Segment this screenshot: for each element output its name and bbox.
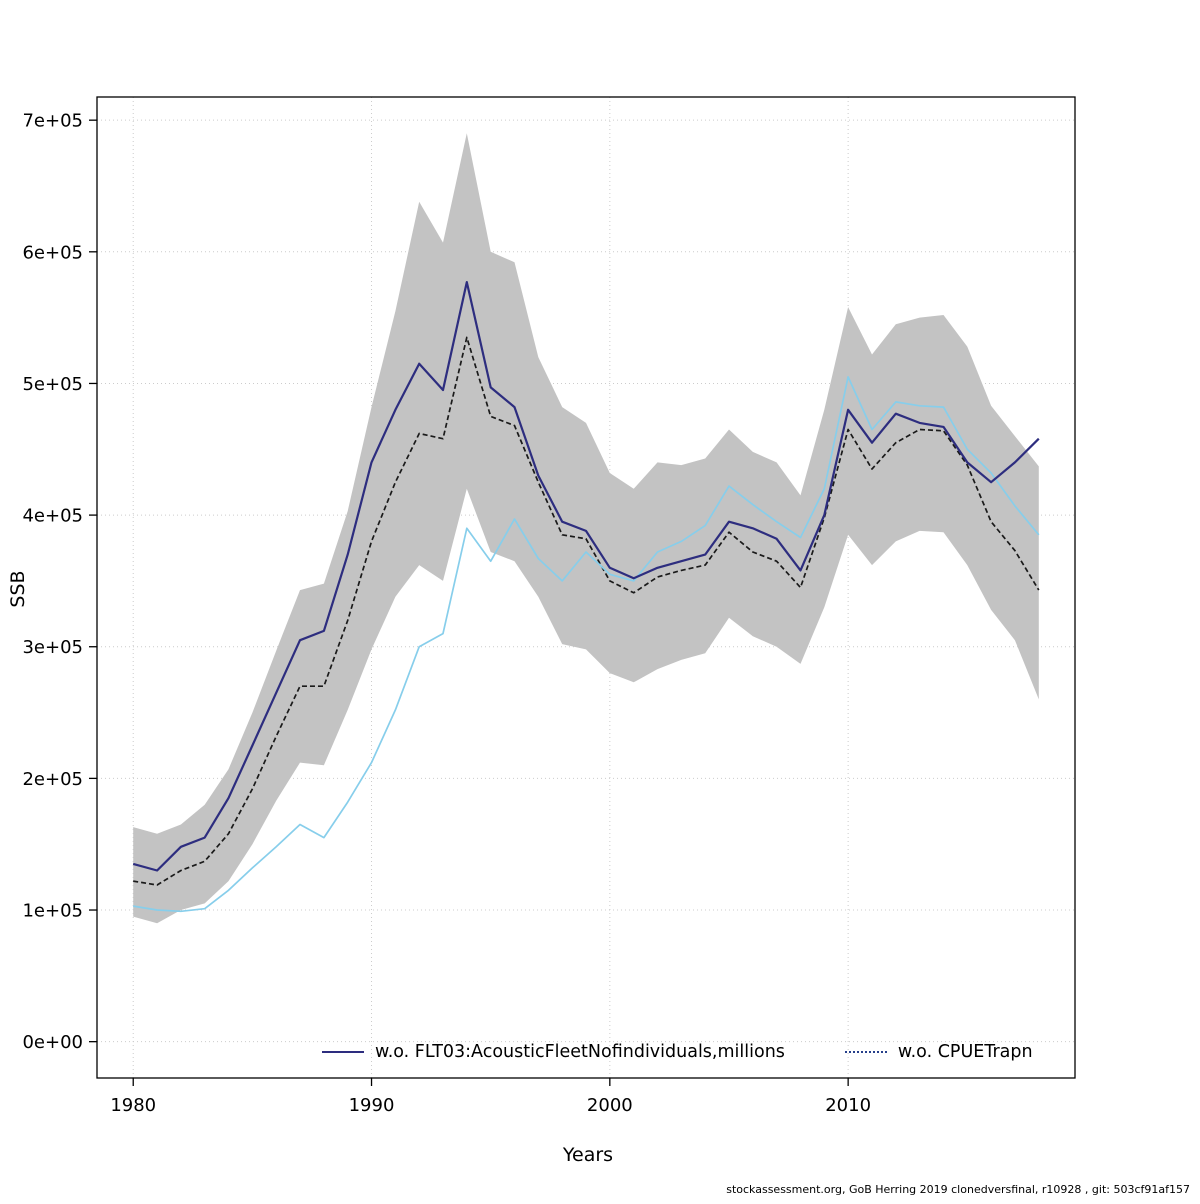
y-tick-label: 2e+05 bbox=[22, 769, 83, 790]
x-tick-label: 2010 bbox=[825, 1095, 871, 1116]
y-axis-title: SSB bbox=[7, 570, 29, 608]
series-line-base-run bbox=[133, 336, 1040, 886]
legend: w.o. FLT03:AcousticFleetNofindividuals,m… bbox=[322, 1042, 1033, 1062]
y-tick-label: 0e+00 bbox=[22, 1032, 83, 1053]
series-line-w-o-cpuetrapn bbox=[133, 376, 1040, 913]
y-tick-label: 7e+05 bbox=[22, 111, 83, 132]
y-tick-label: 6e+05 bbox=[22, 242, 83, 263]
x-tick-label: 1990 bbox=[349, 1095, 395, 1116]
y-tick-label: 5e+05 bbox=[22, 374, 83, 395]
series-line-w-o-flt03-acousticfleetnofindividuals-millions bbox=[132, 281, 1040, 872]
confidence-band bbox=[133, 133, 1039, 924]
x-tick-label: 2000 bbox=[587, 1095, 633, 1116]
footer-note: stockassessment.org, GoB Herring 2019 cl… bbox=[726, 1183, 1190, 1196]
legend-line-sample-cpuetrapnet bbox=[844, 1051, 887, 1053]
y-tick-label: 3e+05 bbox=[22, 637, 83, 658]
x-tick-label: 1980 bbox=[110, 1095, 156, 1116]
x-axis-title: Years bbox=[562, 1144, 614, 1166]
y-tick-label: 1e+05 bbox=[22, 901, 83, 922]
y-tick-label: 4e+05 bbox=[22, 506, 83, 527]
legend-label-flt03: w.o. FLT03:AcousticFleetNofindividuals,m… bbox=[375, 1042, 785, 1062]
legend-line-sample-flt03 bbox=[322, 1051, 364, 1053]
plot-box bbox=[96, 96, 1076, 1079]
legend-label-cpuetrapnet: w.o. CPUETrapn bbox=[897, 1042, 1033, 1062]
